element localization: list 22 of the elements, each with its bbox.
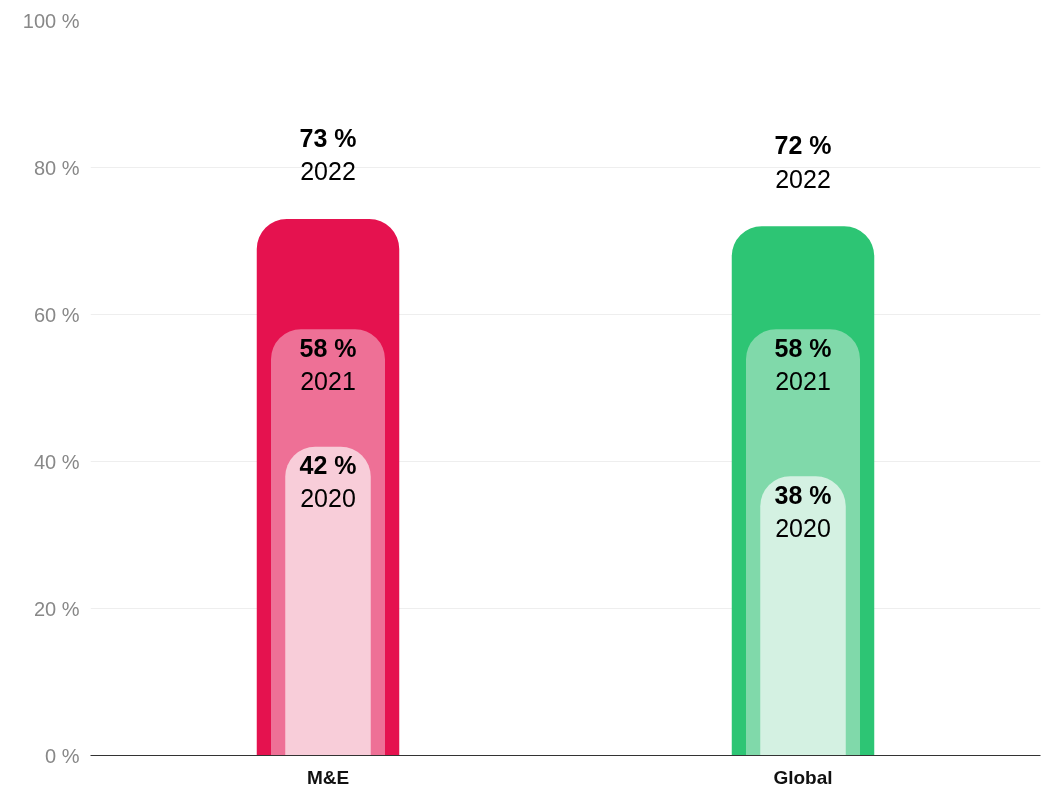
series-label: 2022: [300, 157, 356, 186]
x-tick-label: Global: [773, 766, 833, 788]
series-label: 2021: [775, 366, 831, 395]
text: 2020: [300, 484, 356, 513]
bar: [285, 446, 371, 756]
text: 2022: [775, 164, 831, 193]
y-tick-label: 40 %: [33, 450, 80, 473]
x-tick-label: M&E: [306, 766, 350, 788]
y-tick-label: 60 %: [33, 303, 80, 326]
y-tick-label: 0 %: [45, 744, 80, 767]
series-label: 2020: [775, 513, 831, 542]
bar: [760, 476, 846, 756]
data-label: 73 %: [299, 124, 357, 153]
y-tick-label: 20 %: [33, 597, 80, 620]
y-tick-label: 100 %: [22, 9, 80, 32]
data-label: 42 %: [299, 451, 357, 480]
text: 2021: [300, 366, 356, 395]
data-label: 72 %: [774, 131, 832, 160]
y-tick-label: 80 %: [33, 156, 80, 179]
data-label: 38 %: [774, 480, 832, 509]
data-label: 58 %: [774, 333, 832, 362]
data-label: 58 %: [299, 333, 357, 362]
